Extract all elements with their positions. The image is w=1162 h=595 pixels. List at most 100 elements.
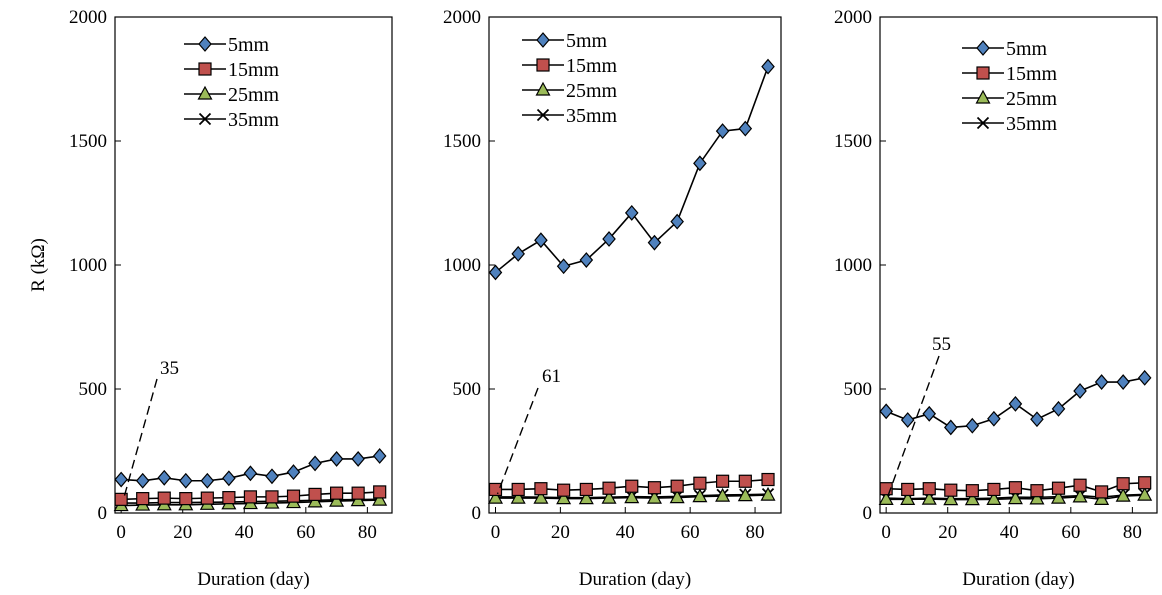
data-point-15mm: [157, 491, 171, 505]
x-tick-label: 0: [116, 522, 126, 543]
chart-panel-3: 0 500 1000 1500 2000 0 20 40 60 80 Duration (day) 5…: [834, 7, 1158, 590]
data-point-15mm: [114, 492, 128, 506]
legend-label-35mm: 35mm: [1006, 113, 1058, 135]
data-point-5mm: [556, 258, 571, 275]
data-point-25mm: [900, 491, 916, 505]
data-point-25mm: [669, 489, 685, 504]
data-point-5mm: [243, 465, 258, 482]
legend-label-25mm: 25mm: [228, 84, 280, 106]
legend-marker-35mm: [198, 112, 212, 126]
data-point-15mm: [179, 492, 193, 506]
data-point-15mm: [286, 489, 301, 503]
data-point-5mm: [647, 234, 662, 251]
legend-marker-35mm: [976, 116, 990, 130]
y-axis-title: R (kΩ): [28, 238, 49, 292]
data-point-5mm: [1051, 400, 1066, 417]
legend-marker-5mm: [976, 40, 990, 56]
y-tick-label: 0: [472, 503, 482, 524]
chart-panel-2: 0 500 1000 1500 2000 0 20 40 60 80 Duration (day) 6…: [443, 7, 782, 590]
x-tick-label: 20: [551, 522, 570, 543]
x-tick-label: 60: [681, 522, 700, 543]
legend-marker-25mm: [197, 85, 213, 100]
x-axis-title: Duration (day): [962, 569, 1074, 590]
data-point-5mm: [372, 448, 387, 464]
data-point-15mm: [222, 491, 236, 505]
x-tick-label: 40: [235, 522, 254, 543]
data-point-15mm: [1051, 481, 1066, 495]
x-tick-label: 80: [358, 522, 377, 543]
data-point-15mm: [693, 476, 707, 490]
data-point-5mm: [1094, 374, 1109, 390]
data-point-5mm: [1137, 369, 1152, 386]
data-point-15mm: [1008, 481, 1023, 495]
legend: 5mm 15mm 25mm 35mm: [962, 38, 1058, 135]
data-point-15mm: [511, 482, 525, 497]
data-point-15mm: [557, 483, 571, 497]
data-point-5mm: [178, 472, 193, 489]
y-tick-label: 2000: [834, 7, 872, 28]
plot-area: [488, 16, 782, 514]
legend-label-25mm: 25mm: [566, 80, 618, 102]
x-tick-label: 40: [616, 522, 635, 543]
data-point-25mm: [1137, 486, 1153, 501]
data-point-25mm: [715, 487, 731, 502]
data-point-15mm: [200, 491, 214, 505]
x-tick-label: 80: [746, 522, 765, 543]
y-tick-label: 0: [863, 503, 873, 524]
y-tick-label: 500: [844, 379, 873, 400]
data-point-25mm: [1051, 489, 1067, 504]
data-point-25mm: [964, 491, 980, 506]
data-point-15mm: [715, 474, 730, 488]
data-point-25mm: [737, 487, 753, 502]
annotation-label: 35: [160, 358, 179, 379]
data-point-15mm: [761, 472, 775, 487]
data-point-15mm: [136, 492, 150, 506]
data-point-5mm: [965, 417, 980, 434]
data-point-15mm: [1138, 476, 1152, 490]
data-point-25mm: [510, 489, 526, 504]
legend-label-35mm: 35mm: [566, 105, 618, 127]
annotation-leader: [887, 355, 940, 496]
x-tick-label: 60: [296, 522, 315, 543]
data-point-15mm: [243, 490, 258, 504]
y-tick-label: 0: [98, 503, 108, 524]
legend-label-15mm: 15mm: [228, 59, 280, 81]
data-point-25mm: [692, 488, 708, 503]
annotation-label: 61: [542, 366, 561, 387]
data-point-5mm: [879, 403, 893, 420]
data-point-15mm: [625, 479, 639, 493]
data-point-15mm: [670, 479, 684, 493]
data-point-5mm: [286, 464, 301, 481]
data-point-15mm: [488, 482, 503, 497]
data-point-15mm: [944, 483, 958, 497]
series-25mm: [487, 486, 776, 505]
annotation-leader: [496, 387, 539, 495]
legend-label-5mm: 5mm: [1006, 38, 1048, 60]
legend-marker-5mm: [198, 36, 212, 52]
data-point-25mm: [601, 489, 617, 504]
data-point-15mm: [901, 482, 915, 497]
data-point-5mm: [135, 472, 150, 489]
legend: 5mm 15mm 25mm 35mm: [522, 30, 618, 127]
data-point-5mm: [761, 58, 775, 75]
data-point-15mm: [373, 485, 387, 499]
series-5mm: [488, 58, 775, 281]
data-point-5mm: [1030, 411, 1044, 428]
legend-marker-35mm: [536, 108, 550, 122]
data-point-25mm: [578, 490, 594, 505]
legend-label-25mm: 25mm: [1006, 88, 1058, 110]
data-point-15mm: [922, 482, 936, 496]
series-5mm: [114, 448, 387, 489]
legend: 5mm 15mm 25mm 35mm: [184, 34, 280, 131]
data-point-15mm: [1073, 478, 1087, 492]
data-point-25mm: [646, 489, 662, 504]
legend-label-5mm: 5mm: [566, 30, 608, 52]
y-tick-label: 500: [79, 379, 108, 400]
data-point-25mm: [556, 490, 572, 505]
data-point-25mm: [921, 490, 937, 505]
y-tick-label: 1500: [443, 131, 481, 152]
y-tick-label: 1500: [69, 131, 107, 152]
data-point-15mm: [987, 482, 1001, 497]
x-tick-label: 80: [1123, 522, 1142, 543]
